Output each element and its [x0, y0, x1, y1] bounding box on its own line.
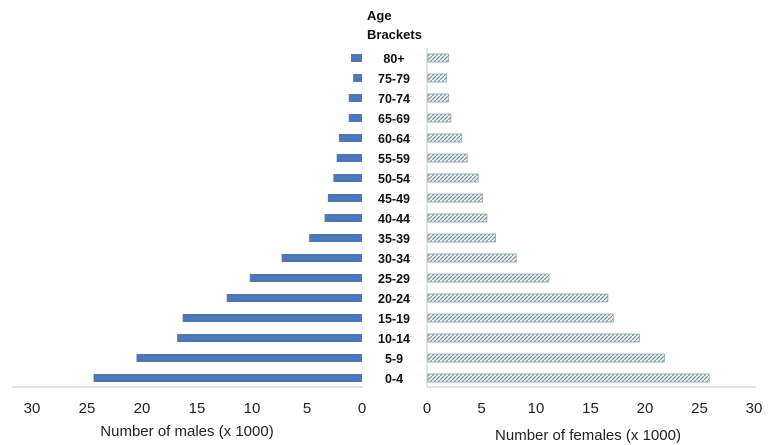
- female-bar: [427, 73, 447, 83]
- age-bracket-label: 5-9: [385, 352, 403, 366]
- male-bar: [281, 254, 362, 262]
- right-axis-tick-label: 10: [528, 400, 545, 417]
- female-bar: [427, 53, 450, 63]
- female-bar: [427, 233, 496, 243]
- age-bracket-label: 80+: [383, 52, 404, 66]
- male-bar: [348, 114, 362, 122]
- age-bracket-label: 60-64: [378, 132, 410, 146]
- male-bar: [333, 174, 362, 182]
- female-bar: [427, 373, 710, 383]
- right-axis-tick-label: 20: [637, 400, 654, 417]
- age-bracket-label: 15-19: [378, 312, 410, 326]
- age-bracket-label: 65-69: [378, 112, 410, 126]
- female-bar: [427, 133, 463, 143]
- female-bar: [427, 273, 550, 283]
- right-axis-tick-label: 15: [582, 400, 599, 417]
- male-bar: [336, 154, 362, 162]
- left-axis-tick-label: 10: [244, 400, 261, 417]
- age-bracket-label: 50-54: [378, 172, 410, 186]
- females-series: [427, 53, 710, 383]
- male-bar: [93, 374, 362, 382]
- left-axis-tick-label: 20: [134, 400, 151, 417]
- left-axis-tick-label: 30: [24, 400, 41, 417]
- male-bar: [353, 74, 362, 82]
- age-bracket-label: 45-49: [378, 192, 410, 206]
- male-bar: [324, 214, 362, 222]
- age-bracket-label: 30-34: [378, 252, 410, 266]
- right-axis-tick-label: 25: [691, 400, 708, 417]
- female-bar: [427, 353, 665, 363]
- male-bar: [309, 234, 362, 242]
- males-series: [93, 54, 362, 382]
- left-axis-ticks: 30 25 20 15 10 5 0: [24, 400, 367, 417]
- male-bar: [136, 354, 362, 362]
- female-bar: [427, 333, 640, 343]
- male-bar: [226, 294, 362, 302]
- female-bar: [427, 93, 450, 103]
- female-bar: [427, 113, 452, 123]
- male-bar: [327, 194, 362, 202]
- age-bracket-label: 10-14: [378, 332, 410, 346]
- male-bar: [338, 134, 362, 142]
- left-axis-title: Number of males (x 1000): [100, 423, 273, 440]
- male-bar: [351, 54, 362, 62]
- female-bar: [427, 313, 614, 323]
- female-bar: [427, 253, 517, 263]
- right-axis-tick-label: 5: [477, 400, 485, 417]
- male-bar: [182, 314, 362, 322]
- female-bar: [427, 213, 488, 223]
- age-bracket-label: 25-29: [378, 272, 410, 286]
- male-bar: [249, 274, 362, 282]
- female-bar: [427, 193, 483, 203]
- right-axis-title: Number of females (x 1000): [495, 427, 681, 444]
- female-bar: [427, 293, 609, 303]
- left-axis-tick-label: 25: [79, 400, 96, 417]
- age-bracket-label: 0-4: [385, 372, 403, 386]
- age-bracket-label: 70-74: [378, 92, 410, 106]
- age-bracket-label: 40-44: [378, 212, 410, 226]
- left-axis-tick-label: 5: [303, 400, 311, 417]
- right-axis-tick-label: 30: [746, 400, 763, 417]
- right-axis-tick-label: 0: [423, 400, 431, 417]
- age-bracket-label: 20-24: [378, 292, 410, 306]
- male-bar: [177, 334, 362, 342]
- right-axis-ticks: 0 5 10 15 20 25 30: [423, 400, 763, 417]
- left-axis-tick-label: 15: [189, 400, 206, 417]
- center-title-line-2: Brackets: [367, 27, 422, 42]
- female-bar: [427, 173, 479, 183]
- age-bracket-labels: 80+ 75-79 70-74 65-69 60-64 55-59 50-54 45-49 40…: [378, 52, 410, 386]
- center-title-line-1: Age: [367, 8, 392, 23]
- age-bracket-label: 75-79: [378, 72, 410, 86]
- male-bar: [348, 94, 362, 102]
- female-bar: [427, 153, 468, 163]
- age-bracket-label: 35-39: [378, 232, 410, 246]
- age-bracket-label: 55-59: [378, 152, 410, 166]
- left-axis-tick-label: 0: [358, 400, 366, 417]
